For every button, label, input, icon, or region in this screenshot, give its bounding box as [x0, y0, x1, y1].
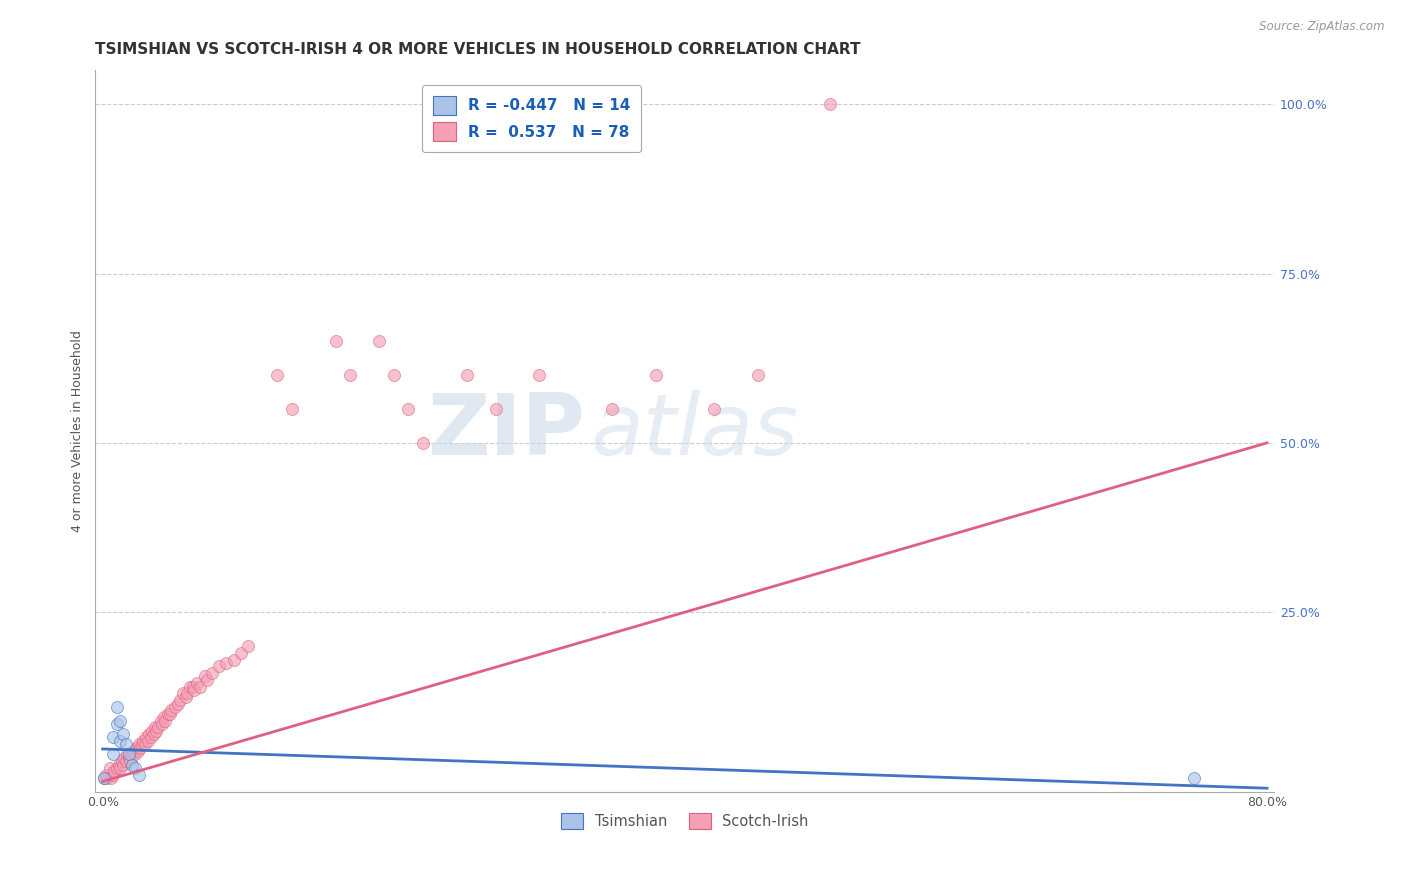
Point — [94, 767, 117, 781]
Point — [193, 669, 215, 683]
Point — [136, 734, 159, 748]
Point — [152, 710, 174, 724]
Point — [179, 680, 201, 694]
Point — [118, 747, 141, 762]
Point — [96, 771, 118, 785]
Point — [129, 740, 152, 755]
Point — [238, 639, 260, 653]
Point — [396, 402, 419, 417]
Point — [368, 334, 391, 349]
Point — [197, 673, 219, 687]
Point — [142, 727, 165, 741]
Point — [150, 717, 173, 731]
Point — [111, 757, 134, 772]
Point — [183, 683, 205, 698]
Point — [115, 737, 138, 751]
Point — [215, 656, 238, 670]
Text: atlas: atlas — [591, 390, 799, 473]
Point — [145, 723, 167, 738]
Point — [93, 771, 115, 785]
Point — [325, 334, 347, 349]
Point — [135, 731, 157, 745]
Point — [111, 727, 134, 741]
Point — [105, 761, 128, 775]
Point — [93, 771, 115, 785]
Point — [138, 727, 160, 741]
Point — [456, 368, 478, 383]
Point — [122, 744, 145, 758]
Point — [222, 652, 245, 666]
Point — [600, 402, 623, 417]
Point — [201, 666, 224, 681]
Point — [160, 703, 183, 717]
Point — [110, 754, 132, 768]
Point — [382, 368, 405, 383]
Legend: Tsimshian, Scotch-Irish: Tsimshian, Scotch-Irish — [555, 807, 814, 835]
Point — [100, 771, 122, 785]
Point — [128, 767, 150, 781]
Point — [644, 368, 666, 383]
Point — [115, 754, 138, 768]
Point — [127, 744, 149, 758]
Point — [134, 737, 156, 751]
Point — [820, 97, 842, 112]
Point — [188, 680, 211, 694]
Point — [141, 723, 163, 738]
Point — [131, 737, 153, 751]
Point — [146, 720, 169, 734]
Point — [412, 435, 434, 450]
Text: ZIP: ZIP — [427, 390, 585, 473]
Point — [149, 714, 172, 728]
Point — [174, 690, 197, 704]
Point — [108, 734, 131, 748]
Point — [121, 747, 143, 762]
Point — [125, 740, 148, 755]
Point — [181, 680, 204, 694]
Point — [103, 764, 125, 779]
Point — [132, 734, 155, 748]
Text: Source: ZipAtlas.com: Source: ZipAtlas.com — [1260, 20, 1385, 33]
Point — [208, 659, 231, 673]
Point — [529, 368, 551, 383]
Point — [186, 676, 208, 690]
Point — [169, 693, 191, 707]
Point — [339, 368, 361, 383]
Point — [747, 368, 769, 383]
Point — [159, 706, 181, 721]
Point — [121, 757, 143, 772]
Point — [101, 767, 124, 781]
Text: TSIMSHIAN VS SCOTCH-IRISH 4 OR MORE VEHICLES IN HOUSEHOLD CORRELATION CHART: TSIMSHIAN VS SCOTCH-IRISH 4 OR MORE VEHI… — [96, 42, 860, 57]
Point — [165, 700, 187, 714]
Point — [107, 757, 129, 772]
Point — [155, 714, 177, 728]
Point — [101, 747, 124, 762]
Point — [167, 697, 190, 711]
Y-axis label: 4 or more Vehicles in Household: 4 or more Vehicles in Household — [72, 330, 84, 532]
Point — [114, 751, 136, 765]
Point — [229, 646, 252, 660]
Point — [128, 737, 150, 751]
Point — [120, 754, 142, 768]
Point — [484, 402, 506, 417]
Point — [105, 700, 128, 714]
Point — [143, 720, 166, 734]
Point — [108, 761, 131, 775]
Point — [703, 402, 725, 417]
Point — [117, 747, 139, 762]
Point — [124, 747, 146, 762]
Point — [108, 714, 131, 728]
Point — [105, 717, 128, 731]
Point — [98, 761, 121, 775]
Point — [118, 751, 141, 765]
Point — [124, 761, 146, 775]
Point — [101, 731, 124, 745]
Point — [176, 686, 198, 700]
Point — [139, 731, 162, 745]
Point — [266, 368, 288, 383]
Point — [281, 402, 304, 417]
Point — [157, 706, 180, 721]
Point — [1182, 771, 1205, 785]
Point — [172, 686, 194, 700]
